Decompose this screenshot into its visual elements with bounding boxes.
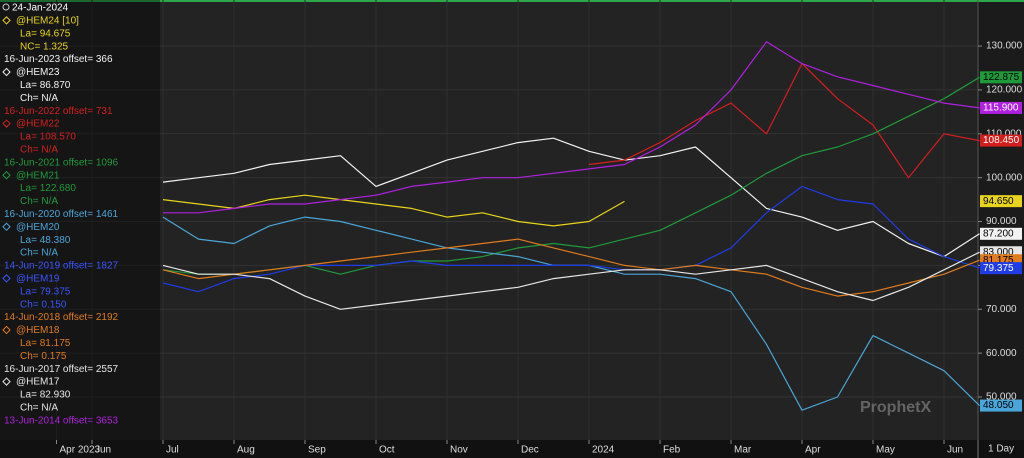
series-line xyxy=(162,194,625,227)
search-icon xyxy=(2,3,10,11)
x-tick-label: Nov xyxy=(450,445,468,456)
legend-row: Ch= 0.175 xyxy=(20,351,67,362)
legend-panel xyxy=(0,0,160,440)
legend-row: @HEM21 xyxy=(16,170,60,181)
series-line xyxy=(162,185,980,293)
price-tag xyxy=(980,399,1022,412)
price-tag xyxy=(980,195,1022,208)
legend-row: @HEM23 xyxy=(16,67,60,78)
legend-row: @HEM17 xyxy=(16,377,60,388)
legend-row: 16-Jun-2022 offset= 731 xyxy=(4,106,113,117)
y-tick-label: 50.000 xyxy=(986,392,1017,403)
price-tag xyxy=(980,101,1022,114)
legend-row: @HEM22 xyxy=(16,119,60,130)
x-tick-label: Jun xyxy=(95,445,111,456)
legend-row: NC= 1.325 xyxy=(20,41,69,52)
x-tick-label: Jun xyxy=(947,445,963,456)
legend-marker xyxy=(2,16,11,25)
y-tick-label: 70.000 xyxy=(986,304,1017,315)
series-line xyxy=(162,251,980,310)
x-tick-label: 2024 xyxy=(592,445,615,456)
legend-row: La= 86.870 xyxy=(20,80,71,91)
y-tick-label: 60.000 xyxy=(986,348,1017,359)
legend-row: Ch= N/A xyxy=(20,93,58,104)
legend-row: 16-Jun-2021 offset= 1096 xyxy=(4,157,119,168)
legend-row: La= 94.675 xyxy=(20,28,71,39)
x-tick-label: Apr xyxy=(805,445,821,456)
price-tag-label: 83.000 xyxy=(983,247,1014,258)
price-tag-label: 81.175 xyxy=(983,255,1014,266)
x-tick-label: Sep xyxy=(308,445,326,456)
y-tick-label: 100.000 xyxy=(986,172,1023,183)
legend-row: La= 79.375 xyxy=(20,286,71,297)
legend-row: Ch= 0.150 xyxy=(20,299,67,310)
price-tag-label: 122.875 xyxy=(983,72,1020,83)
legend-row: La= 122.680 xyxy=(20,183,76,194)
x-tick-label: Jul xyxy=(166,445,179,456)
series-line xyxy=(162,137,980,258)
price-tag-label: 48.050 xyxy=(983,400,1014,411)
legend-row: 16-Jun-2017 offset= 2557 xyxy=(4,364,119,375)
legend-row: La= 82.930 xyxy=(20,390,71,401)
legend-marker xyxy=(2,377,11,386)
legend: 24-Jan-2024 @HEM24 [10]La= 94.675 NC= 1.32… xyxy=(2,3,119,426)
x-tick-label: Dec xyxy=(521,445,539,456)
legend-row: @HEM20 xyxy=(16,222,60,233)
legend-row: @HEM18 xyxy=(16,325,60,336)
legend-row: Ch= N/A xyxy=(20,403,58,414)
legend-row: @HEM24 [10] xyxy=(16,16,79,27)
legend-row: Ch= N/A xyxy=(20,196,58,207)
legend-row: La= 81.175 xyxy=(20,338,71,349)
interval-label[interactable]: 1 Day xyxy=(988,444,1014,455)
x-tick-label: Mar xyxy=(734,445,752,456)
price-tag-label: 79.375 xyxy=(983,263,1014,274)
price-tags: 122.875 115.900 108.450 94.650 87.200 83.0008… xyxy=(980,71,1022,412)
legend-row: 14-Jun-2018 offset= 2192 xyxy=(4,312,119,323)
x-tick-label: May xyxy=(876,445,895,456)
legend-marker xyxy=(2,274,11,283)
legend-row: @HEM19 xyxy=(16,274,60,285)
price-tag-label: 115.900 xyxy=(983,103,1019,114)
x-tick-label: Feb xyxy=(663,445,681,456)
y-tick-label: 90.000 xyxy=(986,216,1017,227)
legend-marker xyxy=(2,170,11,180)
legend-marker xyxy=(2,67,11,77)
x-tick-label: Apr 2023 xyxy=(60,445,101,456)
price-tag-label: 94.650 xyxy=(983,196,1014,207)
price-tag xyxy=(980,227,1022,240)
series-line xyxy=(163,41,980,214)
y-tick-label: 110.000 xyxy=(986,128,1022,139)
legend-row: 24-Jan-2024 xyxy=(12,3,69,14)
series-line xyxy=(162,238,980,297)
legend-row: La= 108.570 xyxy=(20,132,76,143)
legend-row: 16-Jun-2023 offset= 366 xyxy=(4,54,113,65)
watermark: ProphetX xyxy=(860,399,931,416)
legend-row: Ch= N/A xyxy=(20,145,58,156)
legend-marker xyxy=(2,222,11,232)
legend-row: La= 48.380 xyxy=(20,235,71,246)
y-tick-label: 120.000 xyxy=(986,85,1023,96)
price-tag-label: 108.450 xyxy=(983,135,1020,146)
series-lines xyxy=(162,41,980,411)
legend-row: 16-Jun-2020 offset= 1461 xyxy=(4,209,119,220)
y-tick-label: 130.000 xyxy=(986,41,1023,52)
price-tag-label: 87.200 xyxy=(983,228,1014,239)
price-tag xyxy=(980,134,1022,147)
legend-marker xyxy=(2,119,11,128)
legend-row: 13-Jun-2014 offset= 3653 xyxy=(4,415,119,426)
legend-marker xyxy=(2,325,11,335)
legend-row: 14-Jun-2019 offset= 1827 xyxy=(4,261,119,272)
x-tick-label: Aug xyxy=(237,445,255,456)
legend-row: Ch= N/A xyxy=(20,248,58,259)
price-tag xyxy=(980,71,1022,84)
x-axis-band xyxy=(0,440,1024,458)
series-line xyxy=(588,63,980,179)
x-tick-label: Oct xyxy=(379,445,395,456)
price-tag xyxy=(980,262,1022,275)
